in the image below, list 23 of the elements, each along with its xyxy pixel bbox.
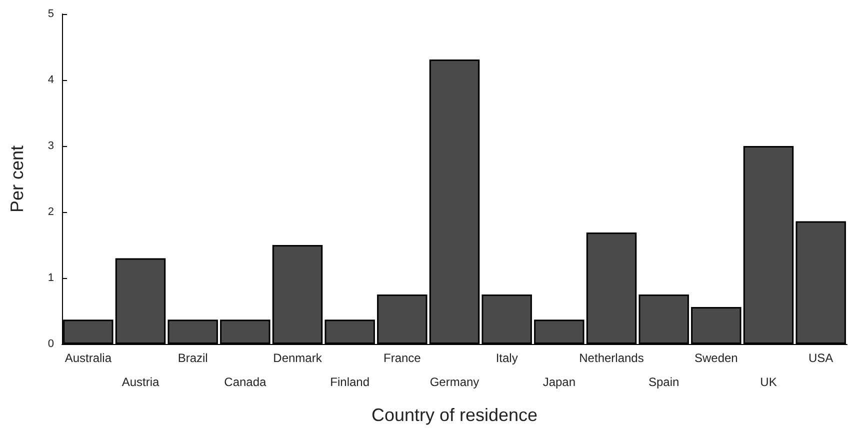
x-tick-label: UK (760, 375, 777, 389)
y-tick-label: 0 (48, 338, 54, 350)
y-tick-label: 4 (48, 74, 54, 86)
x-tick-label: Finland (330, 375, 370, 389)
y-tick-label: 1 (48, 272, 54, 284)
x-axis-title: Country of residence (371, 405, 538, 425)
x-tick-label: France (383, 351, 422, 365)
x-tick-label: Denmark (273, 351, 323, 365)
x-tick-label: Canada (224, 375, 267, 389)
x-tick-label: Brazil (178, 351, 208, 365)
y-axis-title: Per cent (7, 145, 27, 213)
x-tick-label: Sweden (694, 351, 738, 365)
y-tick-label: 3 (48, 140, 54, 152)
x-tick-label: Netherlands (579, 351, 644, 365)
y-tick-label: 5 (48, 8, 54, 20)
x-tick-label: Australia (64, 351, 112, 365)
x-tick-label: USA (808, 351, 834, 365)
y-tick-label: 2 (48, 206, 54, 218)
x-tick-label: Japan (542, 375, 576, 389)
x-tick-label: Germany (430, 375, 480, 389)
x-tick-label: Spain (648, 375, 680, 389)
x-tick-label: Austria (122, 375, 160, 389)
x-tick-label: Italy (496, 351, 518, 365)
